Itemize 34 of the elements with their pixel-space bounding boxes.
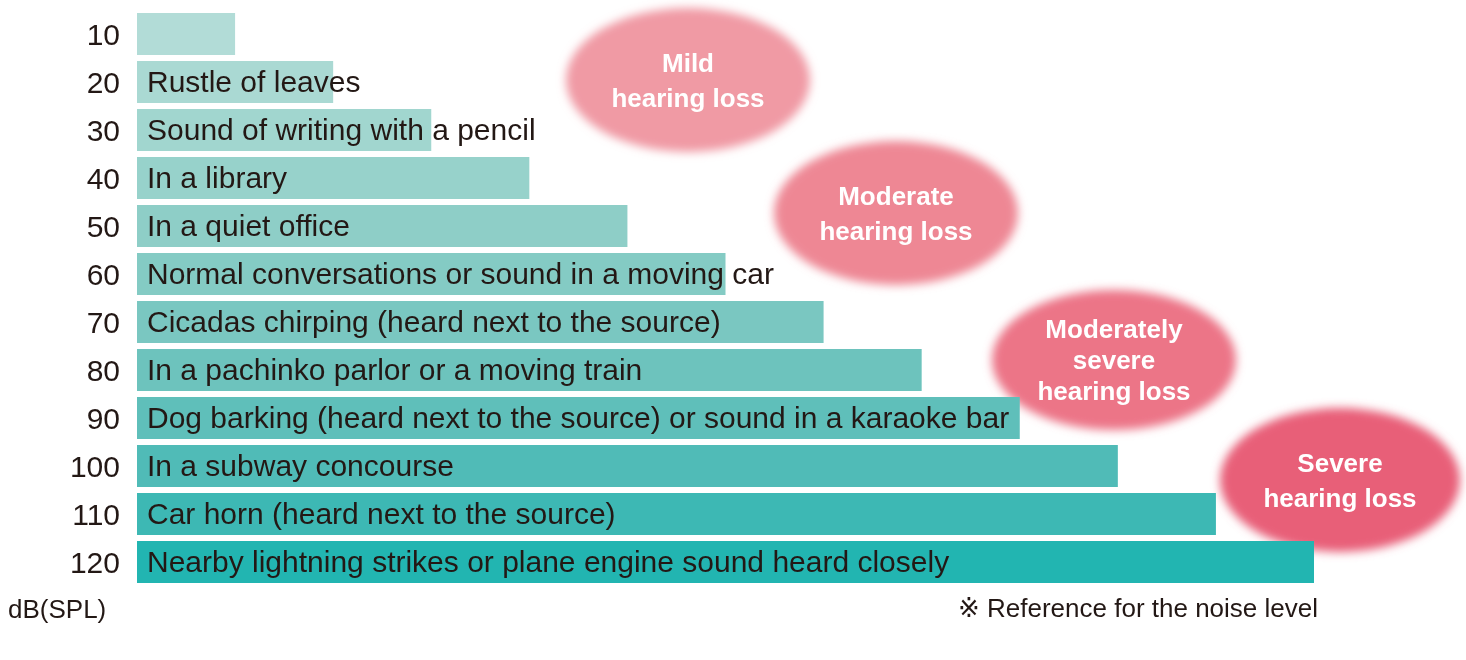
data-label: 10 <box>86 18 120 51</box>
data-label: 100 <box>69 450 120 483</box>
data-label: 120 <box>69 546 120 579</box>
data-label: 30 <box>86 114 120 147</box>
data-label: 80 <box>86 354 120 387</box>
data-label: 70 <box>86 306 120 339</box>
bar <box>137 493 1216 535</box>
data-label: 20 <box>86 66 120 99</box>
annotation: Moderate hearing loss <box>819 180 973 246</box>
annotation: Moderately severe hearing loss <box>1037 314 1191 406</box>
data-label: 60 <box>86 258 120 291</box>
data-label: 40 <box>86 162 120 195</box>
data-label: 50 <box>86 210 120 243</box>
y-tick-label: In a pachinko parlor or a moving train <box>147 353 643 386</box>
y-tick-label: Normal conversations or sound in a moving car <box>147 257 774 290</box>
y-tick-label: Cicadas chirping (heard next to the source) <box>147 305 721 338</box>
y-tick-label: In a subway concourse <box>147 449 454 482</box>
data-label: 110 <box>72 498 120 531</box>
y-tick-label: Sound of writing with a pencil <box>147 113 536 146</box>
y-tick-label: In a library <box>147 161 288 194</box>
annotation: Mild hearing loss <box>611 47 765 113</box>
text: ※ Reference for the noise level <box>958 593 1318 623</box>
data-label: 90 <box>86 402 120 435</box>
x-axis-title: dB(SPL) <box>8 594 107 624</box>
bar <box>137 445 1118 487</box>
y-tick-label: In a quiet office <box>147 209 350 242</box>
bar <box>137 205 628 247</box>
bar <box>137 157 530 199</box>
y-tick-label: Rustle of leaves <box>147 65 361 98</box>
y-tick-label: Dog barking (heard next to the source) or sound in a karaoke bar <box>147 401 1010 434</box>
y-tick-label: Car horn (heard next to the source) <box>147 497 616 530</box>
annotation: Severe hearing loss <box>1263 447 1417 513</box>
bar <box>137 13 236 55</box>
y-tick-label: Nearby lightning strikes or plane engine sound heard closely <box>147 545 950 578</box>
